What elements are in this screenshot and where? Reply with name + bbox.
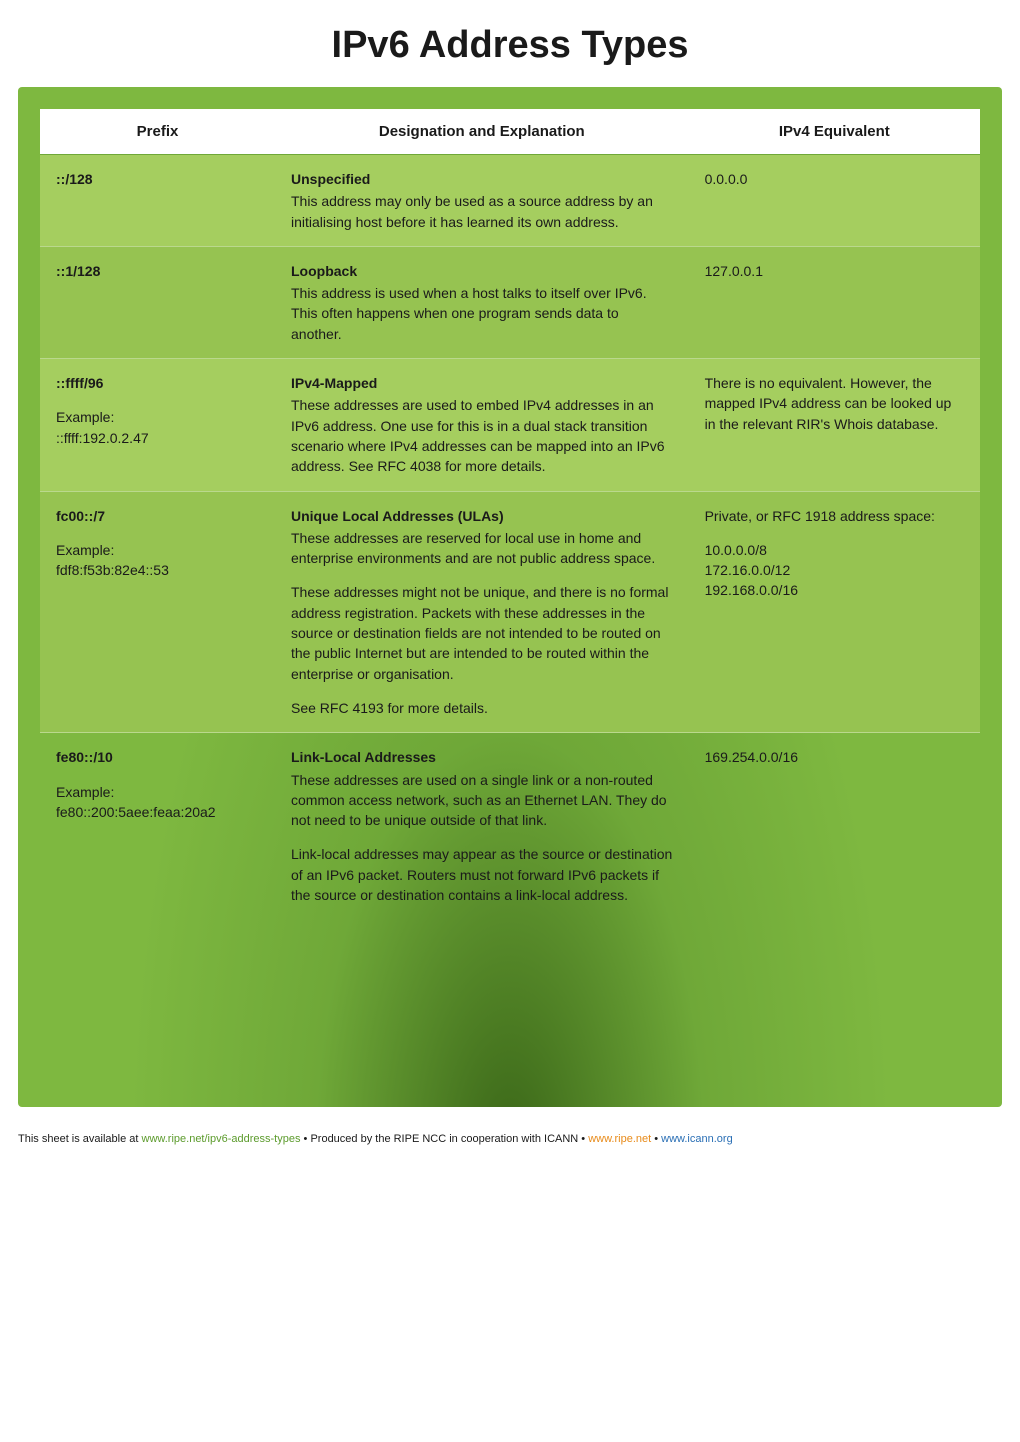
table-row: fe80::/10Example:fe80::200:5aee:feaa:20a… (40, 733, 980, 1086)
designation-body: These addresses are used to embed IPv4 a… (291, 395, 673, 476)
designation-para-3: See RFC 4193 for more details. (291, 698, 673, 718)
example-label: Example: (56, 782, 259, 802)
footer-text-3: • (651, 1133, 661, 1145)
designation-body: These addresses are reserved for local u… (291, 528, 673, 569)
example-label: Example: (56, 407, 259, 427)
designation-title: Link-Local Addresses (291, 747, 673, 767)
designation-cell: Link-Local Addresses These addresses are … (275, 733, 689, 1086)
footer-link-2[interactable]: www.ripe.net (588, 1133, 651, 1145)
designation-cell: Unique Local Addresses (ULAs)These addre… (275, 491, 689, 733)
equivalent-value: 169.254.0.0/16 (705, 747, 964, 767)
designation-para-2: These addresses might not be unique, and… (291, 582, 673, 683)
table-row: fc00::/7Example:fdf8:f53b:82e4::53Unique… (40, 491, 980, 733)
equivalent-cell: Private, or RFC 1918 address space: 10.0.… (689, 491, 980, 733)
designation-cell: IPv4-MappedThese addresses are used to e… (275, 359, 689, 491)
equivalent-para-2: 10.0.0.0/8 172.16.0.0/12 192.168.0.0/16 (705, 540, 964, 601)
designation-title: Loopback (291, 261, 673, 281)
table-row: ::ffff/96Example:::ffff:192.0.2.47IPv4-M… (40, 359, 980, 491)
prefix-cell: ::1/128 (40, 246, 275, 358)
equivalent-cell: 169.254.0.0/16 (689, 733, 980, 1086)
equivalent-cell: 127.0.0.1 (689, 246, 980, 358)
prefix-value: fc00::/7 (56, 506, 259, 526)
example-value: fdf8:f53b:82e4::53 (56, 560, 259, 580)
designation-body: These addresses are used on a single lin… (291, 770, 673, 831)
example-label: Example: (56, 540, 259, 560)
table-row: ::/128 UnspecifiedThis address may only b… (40, 155, 980, 247)
designation-title: IPv4-Mapped (291, 373, 673, 393)
prefix-value: ::ffff/96 (56, 373, 259, 393)
equivalent-cell: There is no equivalent. However, the map… (689, 359, 980, 491)
header-designation: Designation and Explanation (275, 109, 689, 155)
designation-title: Unspecified (291, 169, 673, 189)
table-header-row: Prefix Designation and Explanation IPv4 … (40, 109, 980, 155)
equivalent-value: There is no equivalent. However, the map… (705, 373, 964, 434)
designation-body: This address may only be used as a sourc… (291, 191, 673, 232)
footer: This sheet is available at www.ripe.net/… (0, 1107, 1020, 1163)
designation-title: Unique Local Addresses (ULAs) (291, 506, 673, 526)
prefix-cell: fc00::/7Example:fdf8:f53b:82e4::53 (40, 491, 275, 733)
designation-body: This address is used when a host talks t… (291, 283, 673, 344)
prefix-cell: ::/128 (40, 155, 275, 247)
example-value: fe80::200:5aee:feaa:20a2 (56, 802, 259, 822)
page-title: IPv6 Address Types (0, 0, 1020, 87)
footer-text-2: • Produced by the RIPE NCC in cooperatio… (300, 1133, 588, 1145)
table-container: Prefix Designation and Explanation IPv4 … (18, 87, 1002, 1107)
table-row: ::1/128 LoopbackThis address is used when… (40, 246, 980, 358)
header-prefix: Prefix (40, 109, 275, 155)
example-value: ::ffff:192.0.2.47 (56, 428, 259, 448)
prefix-value: ::/128 (56, 169, 259, 189)
address-types-table: Prefix Designation and Explanation IPv4 … (40, 109, 980, 1085)
equivalent-value: Private, or RFC 1918 address space: (705, 506, 964, 526)
prefix-value: ::1/128 (56, 261, 259, 281)
prefix-value: fe80::/10 (56, 747, 259, 767)
footer-link-1[interactable]: www.ripe.net/ipv6-address-types (142, 1133, 301, 1145)
header-equivalent: IPv4 Equivalent (689, 109, 980, 155)
prefix-cell: ::ffff/96Example:::ffff:192.0.2.47 (40, 359, 275, 491)
designation-cell: UnspecifiedThis address may only be used… (275, 155, 689, 247)
prefix-cell: fe80::/10Example:fe80::200:5aee:feaa:20a… (40, 733, 275, 1086)
designation-cell: LoopbackThis address is used when a host… (275, 246, 689, 358)
equivalent-value: 127.0.0.1 (705, 261, 964, 281)
equivalent-value: 0.0.0.0 (705, 169, 964, 189)
equivalent-cell: 0.0.0.0 (689, 155, 980, 247)
designation-para-2: Link-local addresses may appear as the s… (291, 844, 673, 905)
footer-text-1: This sheet is available at (18, 1133, 142, 1145)
footer-link-3[interactable]: www.icann.org (661, 1133, 733, 1145)
